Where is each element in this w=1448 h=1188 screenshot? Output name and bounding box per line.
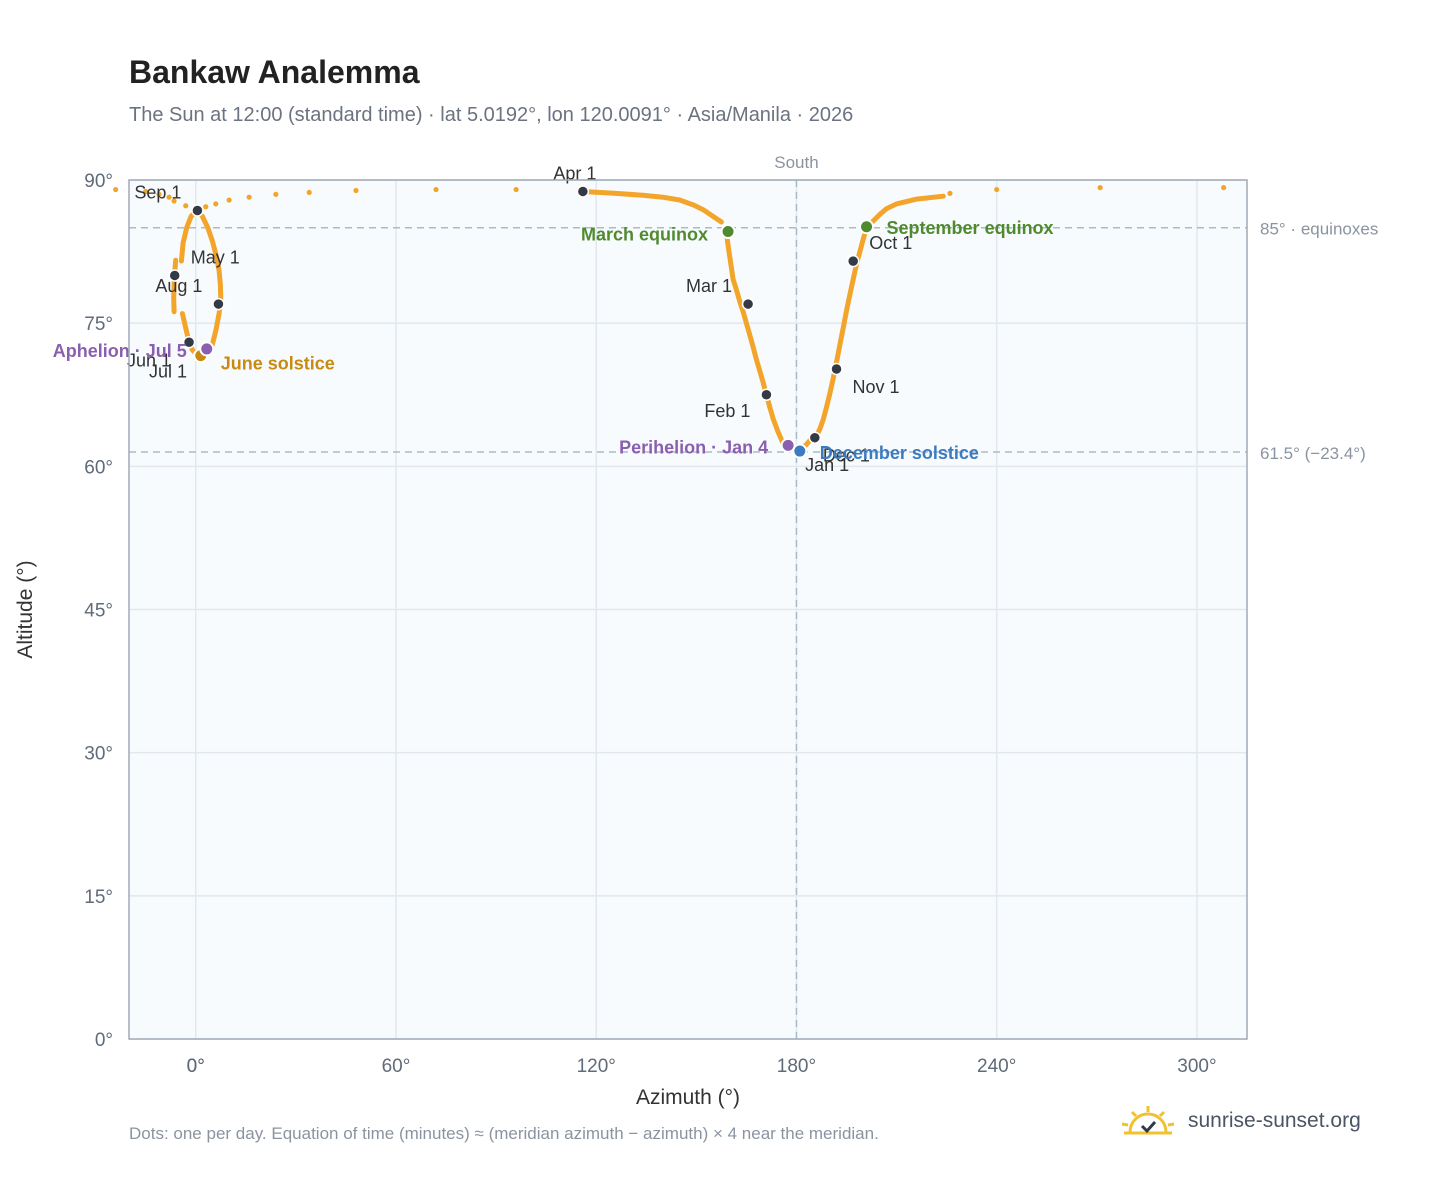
- altitude-reference-label: 61.5° (−23.4°): [1260, 444, 1366, 463]
- month-marker: [212, 297, 225, 311]
- grid-lines: [129, 179, 1247, 1040]
- daily-dot: [273, 191, 279, 197]
- event-marker: [792, 443, 808, 459]
- month-label: Feb 1: [704, 401, 750, 421]
- month-marker: [760, 388, 773, 401]
- month-label: Jun 1: [127, 350, 171, 370]
- daily-dot: [203, 204, 209, 210]
- month-marker: [808, 431, 822, 444]
- x-tick-label: 0°: [187, 1056, 205, 1077]
- month-label: Apr 1: [553, 163, 596, 183]
- x-tick-label: 180°: [777, 1056, 816, 1077]
- y-tick-label: 30°: [84, 744, 113, 765]
- month-marker: [182, 336, 196, 349]
- month-label: Jan 1: [805, 455, 849, 475]
- brand[interactable]: sunrise-sunset.org: [1120, 1104, 1361, 1138]
- x-tick-label: 300°: [1177, 1056, 1216, 1077]
- chart-subtitle: The Sun at 12:00 (standard time) · lat 5…: [129, 104, 854, 126]
- month-marker: [576, 185, 590, 198]
- y-tick-label: 90°: [84, 171, 113, 192]
- month-label: Sep 1: [134, 183, 181, 203]
- daily-dot: [513, 186, 519, 193]
- month-label: May 1: [191, 247, 240, 267]
- month-label: Oct 1: [869, 233, 912, 253]
- x-tick-label: 120°: [577, 1056, 616, 1077]
- daily-dot: [433, 186, 439, 193]
- analemma-segment: [580, 189, 724, 225]
- event-marker: [720, 224, 736, 240]
- month-label: Nov 1: [853, 377, 900, 397]
- event-marker: [780, 437, 796, 453]
- month-label: Mar 1: [686, 276, 732, 296]
- y-tick-label: 75°: [84, 314, 113, 335]
- daily-dot: [183, 203, 189, 209]
- daily-dot: [306, 189, 312, 196]
- daily-dot: [166, 194, 172, 200]
- daily-dot: [143, 188, 149, 195]
- daily-dot: [353, 187, 359, 194]
- plot-border: [128, 179, 1248, 1040]
- daily-dot: [171, 198, 177, 204]
- y-tick-label: 0°: [95, 1030, 113, 1051]
- altitude-reference-label: 85° · equinoxes: [1260, 220, 1378, 239]
- y-tick-label: 45°: [84, 601, 113, 622]
- analemma-segment: [171, 257, 179, 315]
- daily-dot: [113, 186, 119, 193]
- event-label: March equinox: [581, 225, 708, 245]
- month-label: Jul 1: [149, 362, 187, 382]
- analemma-segment: [723, 230, 786, 446]
- x-tick-label: 60°: [382, 1056, 411, 1077]
- y-axis-label: Altitude (°): [14, 560, 37, 658]
- month-marker: [191, 204, 204, 217]
- daily-dot: [226, 197, 232, 203]
- daily-dot: [156, 191, 162, 197]
- daily-dot: [1221, 185, 1227, 191]
- event-label: Aphelion · Jul 5: [53, 341, 187, 361]
- event-label: September equinox: [887, 218, 1054, 238]
- month-marker: [830, 362, 843, 376]
- reference-lines: South 85° · equinoxes 61.5° (−23.4°): [129, 153, 1378, 1039]
- month-label: Dec 1: [823, 446, 870, 466]
- x-axis-label: Azimuth (°): [636, 1086, 740, 1109]
- axis-ticks: 0° 60° 120° 180° 240° 300°0°0°15°30°45°60°75°…: [84, 171, 1216, 1077]
- sun-check-icon: [1121, 1106, 1175, 1135]
- daily-dot: [213, 201, 219, 207]
- event-label: December solstice: [820, 443, 979, 463]
- event-marker: [199, 341, 215, 357]
- daily-dot: [246, 194, 252, 200]
- daily-dot: [994, 186, 1000, 193]
- x-tick-label: 240°: [977, 1056, 1016, 1077]
- footnote: Dots: one per day. Equation of time (min…: [129, 1124, 879, 1143]
- daily-dot: [947, 190, 953, 196]
- daily-dot: [1097, 185, 1103, 191]
- event-marker: [859, 219, 875, 235]
- month-marker: [168, 269, 181, 282]
- chart-title: Bankaw Analemma: [129, 54, 420, 90]
- y-tick-label: 15°: [84, 887, 113, 908]
- event-label: June solstice: [221, 354, 335, 374]
- analemma-segment: [809, 193, 946, 442]
- x-tick-label: 0°: [187, 1056, 205, 1077]
- y-tick-label: 60°: [84, 457, 113, 478]
- month-label: Aug 1: [155, 276, 202, 296]
- event-label: Perihelion · Jan 4: [619, 437, 768, 457]
- south-label: South: [774, 153, 818, 172]
- month-marker: [741, 297, 755, 311]
- month-marker: [846, 254, 860, 268]
- brand-name: sunrise-sunset.org: [1188, 1109, 1361, 1132]
- event-markers: March equinox September equinox June solst…: [53, 218, 1054, 463]
